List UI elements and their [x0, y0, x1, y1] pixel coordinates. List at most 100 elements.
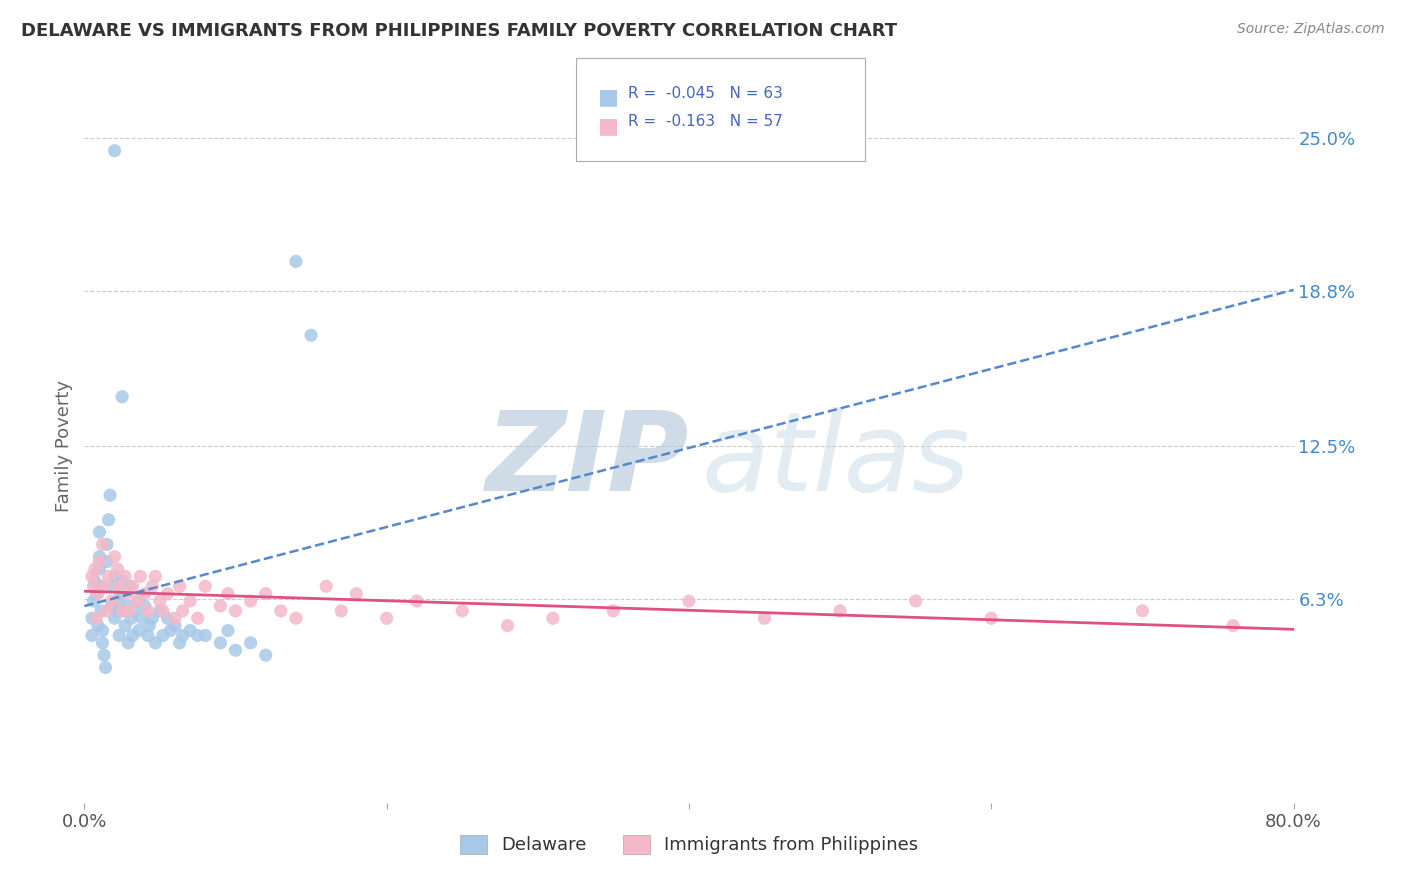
Point: [108, 628, 131, 642]
Point: [105, 604, 128, 618]
Point: [82, 594, 104, 608]
Point: [254, 587, 277, 601]
Point: [90, 579, 112, 593]
Point: [122, 604, 145, 618]
Point: [87, 618, 110, 632]
Point: [159, 624, 181, 638]
Point: [121, 579, 143, 593]
Point: [134, 599, 156, 613]
Point: [285, 254, 308, 268]
Point: [141, 579, 163, 593]
Point: [209, 636, 232, 650]
Point: [107, 562, 129, 576]
Point: [128, 624, 150, 638]
Point: [187, 628, 209, 642]
Point: [104, 569, 127, 583]
Point: [904, 594, 927, 608]
Text: DELAWARE VS IMMIGRANTS FROM PHILIPPINES FAMILY POVERTY CORRELATION CHART: DELAWARE VS IMMIGRANTS FROM PHILIPPINES …: [21, 22, 897, 40]
Point: [96, 537, 118, 551]
Point: [187, 611, 209, 625]
Point: [346, 587, 368, 601]
Point: [179, 594, 201, 608]
Point: [111, 604, 134, 618]
Point: [169, 636, 191, 650]
Point: [121, 628, 143, 642]
Point: [91, 636, 114, 650]
Point: [94, 660, 117, 674]
Point: [80, 569, 103, 583]
Text: atlas: atlas: [702, 407, 970, 514]
Point: [602, 604, 624, 618]
Point: [129, 569, 152, 583]
Point: [89, 562, 111, 576]
Point: [112, 604, 135, 618]
Point: [96, 555, 118, 569]
Point: [169, 579, 191, 593]
Text: ■: ■: [598, 87, 619, 107]
Point: [172, 604, 194, 618]
Point: [86, 611, 108, 625]
Point: [830, 604, 852, 618]
Point: [115, 599, 138, 613]
Point: [254, 648, 277, 662]
Point: [194, 579, 217, 593]
Point: [156, 587, 179, 601]
Point: [131, 611, 153, 625]
Text: R =  -0.163   N = 57: R = -0.163 N = 57: [628, 114, 783, 129]
Point: [165, 611, 187, 625]
Point: [375, 611, 398, 625]
Point: [84, 562, 107, 576]
Text: Source: ZipAtlas.com: Source: ZipAtlas.com: [1237, 22, 1385, 37]
Point: [138, 618, 160, 632]
Point: [315, 579, 337, 593]
Point: [120, 611, 142, 625]
Point: [194, 628, 217, 642]
Point: [496, 618, 519, 632]
Point: [87, 587, 110, 601]
Point: [104, 549, 127, 564]
Point: [115, 587, 138, 601]
Point: [225, 643, 247, 657]
Y-axis label: Family Poverty: Family Poverty: [55, 380, 73, 512]
Point: [91, 624, 114, 638]
Text: ■: ■: [598, 116, 619, 136]
Point: [136, 628, 159, 642]
Point: [1222, 618, 1244, 632]
Point: [678, 594, 700, 608]
Point: [90, 604, 112, 618]
Point: [118, 579, 141, 593]
Point: [299, 328, 322, 343]
Point: [145, 636, 167, 650]
Point: [89, 549, 111, 564]
Point: [209, 599, 232, 613]
Point: [107, 594, 129, 608]
Point: [217, 624, 239, 638]
Point: [89, 525, 111, 540]
Point: [82, 579, 104, 593]
Point: [100, 599, 122, 613]
Point: [111, 390, 134, 404]
Text: ZIP: ZIP: [485, 407, 689, 514]
Point: [86, 587, 108, 601]
Point: [451, 604, 474, 618]
Point: [152, 628, 174, 642]
Point: [136, 604, 159, 618]
Point: [108, 579, 131, 593]
Point: [239, 636, 262, 650]
Point: [141, 611, 163, 625]
Point: [118, 604, 141, 618]
Point: [114, 569, 136, 583]
Point: [217, 587, 239, 601]
Point: [80, 628, 103, 642]
Point: [89, 555, 111, 569]
Point: [179, 624, 201, 638]
Point: [111, 574, 134, 589]
Point: [172, 628, 194, 642]
Point: [80, 611, 103, 625]
Point: [145, 569, 167, 583]
Point: [239, 594, 262, 608]
Point: [754, 611, 776, 625]
Point: [114, 618, 136, 632]
Point: [91, 537, 114, 551]
Point: [96, 604, 118, 618]
